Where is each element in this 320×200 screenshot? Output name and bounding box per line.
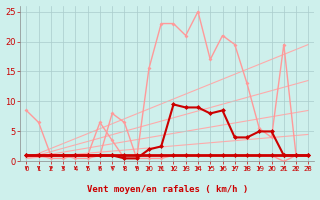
X-axis label: Vent moyen/en rafales ( km/h ): Vent moyen/en rafales ( km/h ) (87, 185, 248, 194)
